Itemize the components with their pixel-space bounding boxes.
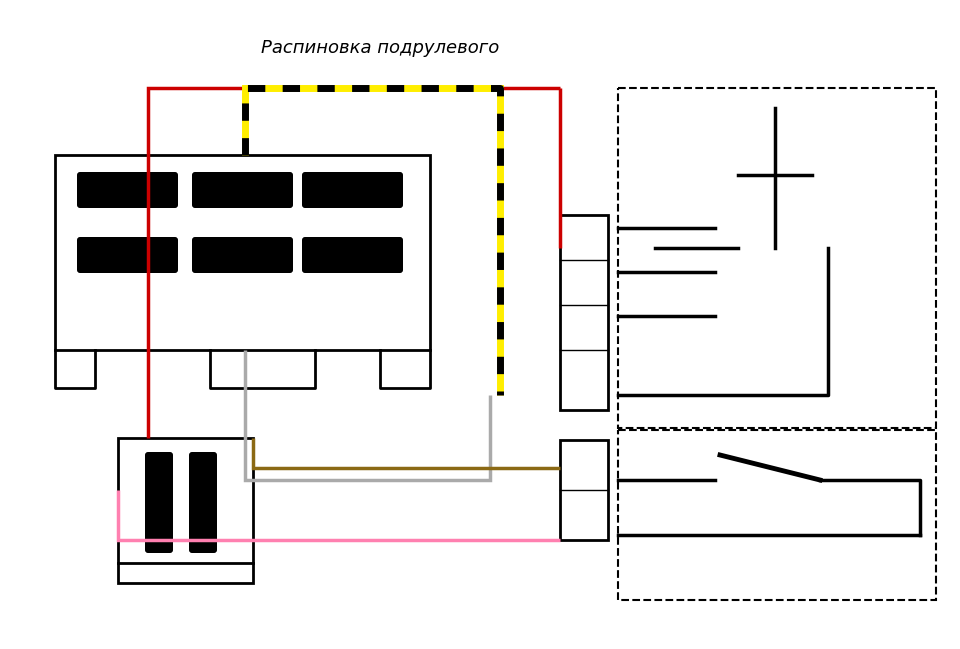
FancyBboxPatch shape — [189, 452, 217, 553]
FancyBboxPatch shape — [302, 172, 403, 208]
FancyBboxPatch shape — [302, 237, 403, 273]
FancyBboxPatch shape — [192, 237, 293, 273]
Text: Распиновка подрулевого: Распиновка подрулевого — [261, 39, 499, 57]
FancyBboxPatch shape — [192, 172, 293, 208]
Bar — [618, 88, 936, 428]
FancyBboxPatch shape — [77, 172, 178, 208]
Bar — [55, 155, 430, 350]
Bar — [618, 430, 936, 600]
Bar — [118, 438, 253, 583]
Bar — [560, 215, 608, 410]
Bar — [560, 440, 608, 540]
FancyBboxPatch shape — [145, 452, 173, 553]
FancyBboxPatch shape — [77, 237, 178, 273]
